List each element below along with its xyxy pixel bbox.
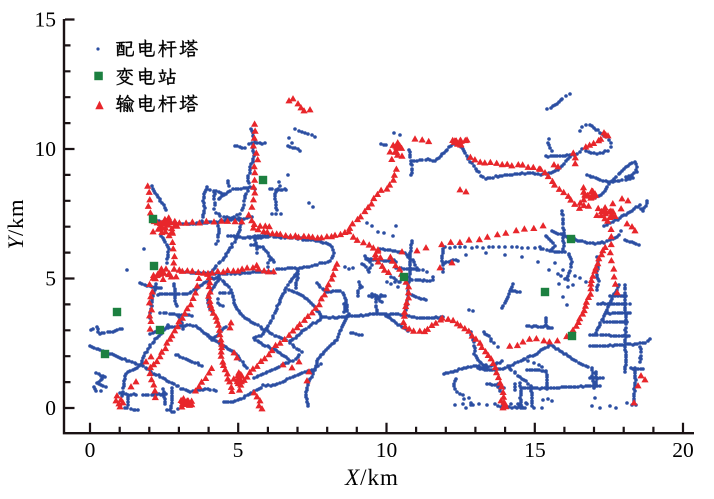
svg-text:10: 10 xyxy=(376,438,398,462)
svg-text:15: 15 xyxy=(524,438,546,462)
svg-text:5: 5 xyxy=(233,438,244,462)
svg-text:Y/km: Y/km xyxy=(3,199,28,250)
svg-text:0: 0 xyxy=(85,438,96,462)
svg-text:5: 5 xyxy=(45,267,56,291)
svg-text:0: 0 xyxy=(45,396,56,420)
svg-text:X/km: X/km xyxy=(344,465,399,490)
svg-text:15: 15 xyxy=(35,8,57,32)
svg-text:20: 20 xyxy=(672,438,694,462)
svg-text:10: 10 xyxy=(35,137,57,161)
